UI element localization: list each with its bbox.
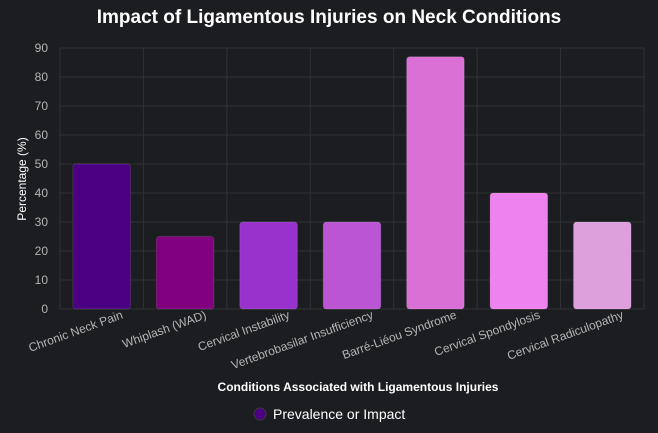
bar[interactable] [573, 221, 632, 310]
legend[interactable]: Prevalence or Impact [253, 406, 405, 422]
bar[interactable] [322, 221, 382, 310]
y-axis-label: Percentage (%) [15, 137, 29, 220]
x-tick-label: Whiplash (WAD) [120, 308, 208, 351]
y-tick-label: 10 [35, 273, 49, 287]
y-axis-ticks: 0 10 20 30 40 50 60 70 80 90 [35, 41, 49, 316]
y-tick-label: 50 [35, 157, 49, 171]
x-axis-label: Conditions Associated with Ligamentous I… [218, 380, 499, 394]
y-tick-label: 30 [35, 215, 49, 229]
chart-title: Impact of Ligamentous Injuries on Neck C… [97, 7, 562, 28]
y-tick-label: 20 [35, 244, 49, 258]
bar[interactable] [239, 221, 298, 310]
y-tick-label: 0 [41, 302, 48, 316]
bar[interactable] [72, 163, 131, 310]
y-tick-label: 90 [35, 41, 49, 55]
legend-label: Prevalence or Impact [273, 406, 405, 422]
y-tick-label: 80 [35, 70, 49, 84]
y-tick-label: 40 [35, 186, 49, 200]
bar[interactable] [406, 56, 465, 310]
y-tick-label: 70 [35, 99, 49, 113]
bar[interactable] [155, 236, 215, 310]
legend-swatch [253, 407, 267, 421]
x-tick-label: Vertebrobasilar Insufficiency [229, 308, 375, 372]
y-tick-label: 60 [35, 128, 49, 142]
bar[interactable] [489, 192, 549, 310]
grid-lines [59, 47, 645, 310]
bars [72, 56, 632, 310]
